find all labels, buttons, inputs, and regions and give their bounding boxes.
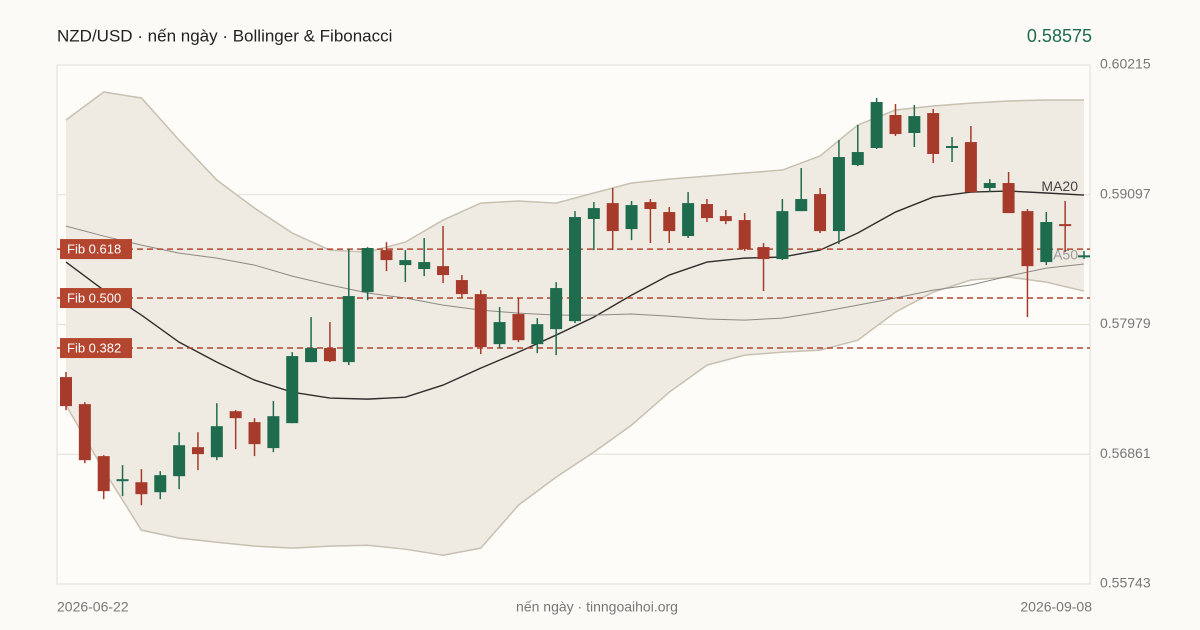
series-label: MA20 [1041,178,1078,194]
candle-body [323,348,336,362]
fib-label: Fib 0.618 [67,242,121,257]
candle-body [606,203,619,232]
candle-body [135,482,148,495]
candle-body [418,262,431,270]
candle-body [569,217,581,322]
x-tick-label: 2026-06-22 [57,599,129,615]
candle-body [1078,255,1090,258]
candle-body [587,208,600,220]
candle-body [946,146,959,149]
candle-body [248,422,261,445]
y-tick-label: 0.55743 [1100,575,1151,591]
candle-body [700,204,713,219]
candle-body [870,102,883,148]
candle-body [512,314,525,341]
candle-body [814,194,827,232]
fib-label-box [60,288,132,309]
candle-body [210,426,223,458]
candle-body [78,404,91,461]
band-lower [65,276,1085,556]
candle-body [380,250,393,261]
candle-body [1040,222,1053,263]
candle-body [1002,183,1015,214]
candle-body [229,411,242,419]
candle-body [455,280,468,295]
candle-body [305,348,318,363]
candle-body [60,377,72,407]
candle-body [983,183,996,189]
candle-body [154,475,167,493]
candle-body [682,203,695,237]
candle-body [342,296,355,363]
candle-body [97,456,110,492]
band-area [66,92,1084,556]
candle-body [361,248,374,293]
candle-body [437,266,450,276]
candle-body [927,113,940,155]
fib-label-box [60,338,132,359]
candle-body [267,416,280,449]
candle-body [964,142,977,193]
candle-body [493,322,506,345]
x-tick-label: 2026-09-08 [1020,599,1092,615]
candle-body [191,447,204,455]
candle-body [625,205,638,230]
candle-body [531,324,544,345]
fib-label: Fib 0.500 [67,290,121,305]
candle-body [851,152,864,166]
candle-body [116,479,129,482]
candle-body [1059,224,1072,227]
fib-label-box [60,239,132,260]
candle-body [889,115,902,135]
y-tick-label: 0.59097 [1100,185,1151,201]
ma-line [65,190,1085,400]
candle-body [757,247,770,260]
candle-body [474,294,487,348]
candle-body [663,212,676,232]
candle-body [550,288,563,330]
y-tick-label: 0.56861 [1100,445,1151,461]
candle-body [286,356,299,424]
y-tick-label: 0.57979 [1100,315,1151,331]
fib-label: Fib 0.382 [67,340,121,355]
y-tick-label: 0.60215 [1100,56,1151,72]
candle-body [399,260,412,266]
chart-title: NZD/USD · nến ngày · Bollinger & Fibonac… [57,26,392,45]
candle-body [173,445,186,477]
footer: nến ngày · tinngoaihoi.org [516,599,678,615]
candle-body [908,116,921,134]
candle-body [1021,211,1034,267]
candle-body [795,199,808,212]
candle-body [738,220,751,250]
last-price: 0.58575 [1027,26,1092,46]
candle-body [644,202,657,210]
candle-body [832,157,845,232]
candle-body [776,211,789,260]
candle-body [719,216,732,222]
